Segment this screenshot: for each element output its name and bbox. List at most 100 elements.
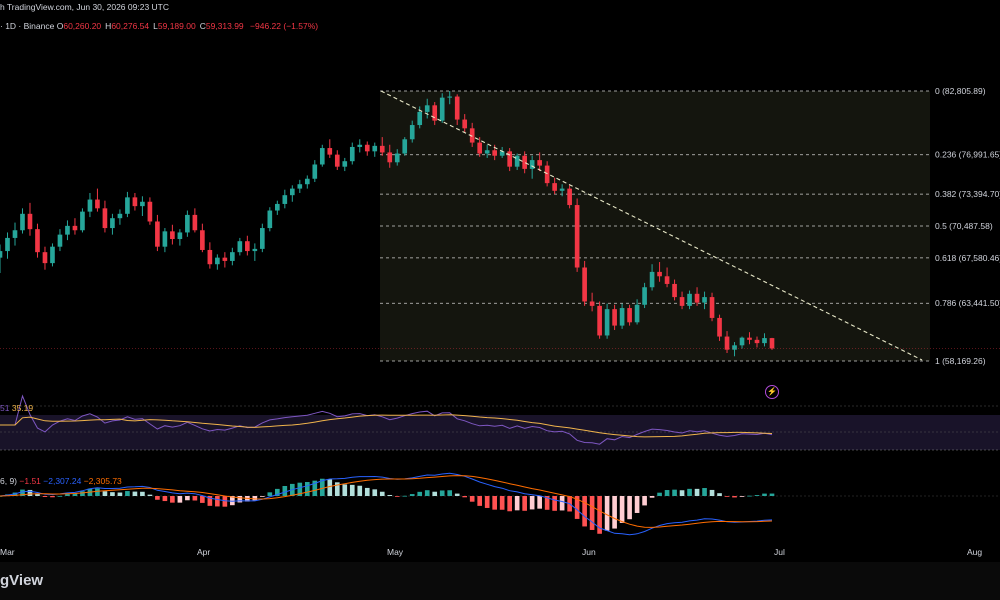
candle-body xyxy=(499,151,505,156)
candle-body xyxy=(702,297,707,303)
macd-histogram-bar xyxy=(604,496,610,531)
macd-histogram-bar xyxy=(484,496,490,508)
candle-body xyxy=(177,232,183,240)
macd-histogram-bar xyxy=(207,496,213,506)
candle-body xyxy=(462,119,468,129)
macd-histogram-bar xyxy=(80,491,85,496)
macd-histogram-bar xyxy=(432,491,438,496)
macd-histogram-bar xyxy=(507,496,512,512)
macd-histogram-bar xyxy=(200,496,205,503)
candle-body xyxy=(514,155,520,167)
x-axis: Mar Apr May Jun Jul Aug xyxy=(0,547,982,557)
macd-histogram-bar xyxy=(177,496,183,503)
candle-body xyxy=(417,111,423,126)
macd-histogram-bar xyxy=(619,496,625,523)
flash-icon[interactable]: ⚡ xyxy=(765,385,779,399)
candle-body xyxy=(357,144,363,147)
macd-histogram-bar xyxy=(349,484,355,496)
macd-histogram-bar xyxy=(170,496,175,503)
macd-histogram-bar xyxy=(282,485,288,496)
candle-body xyxy=(537,160,542,166)
rsi-legend: 51 35.19 xyxy=(0,403,33,413)
fibonacci-retracement[interactable]: 0 (82,805.89) 0.236 (76,991.65) 0.382 (73,… xyxy=(380,86,1000,366)
candle-body xyxy=(162,231,168,247)
macd-histogram-bar xyxy=(739,496,745,497)
macd-histogram-bar xyxy=(679,490,685,496)
candle-body xyxy=(529,160,535,169)
candle-body xyxy=(27,213,33,230)
candle-body xyxy=(50,246,55,264)
candle-body xyxy=(237,241,243,253)
candle-body xyxy=(267,210,273,229)
symbol-text: · 1D · Binance xyxy=(0,21,55,31)
ohlc-value-o: 60,260.20 xyxy=(63,21,102,31)
macd-histogram-bar xyxy=(477,496,483,506)
chart-header-info: h TradingView.com, Jun 30, 2026 09:23 UT… xyxy=(0,0,169,14)
candle-body xyxy=(754,339,760,344)
macd-histogram-bar xyxy=(372,489,378,496)
macd-histogram-bar xyxy=(342,484,348,496)
macd-histogram-bar xyxy=(499,496,505,510)
candle-body xyxy=(642,287,647,305)
candle-body xyxy=(574,205,580,268)
fib-level-label: 0.236 (76,991.65) xyxy=(935,150,1000,160)
macd-histogram-bar xyxy=(747,495,752,497)
ohlc-label-l: L xyxy=(153,21,158,31)
macd-histogram-bar xyxy=(312,480,318,496)
candle-body xyxy=(657,271,662,277)
macd-histogram-bar xyxy=(319,478,325,496)
macd-line xyxy=(0,472,773,536)
macd-histogram-bar xyxy=(215,496,220,507)
x-axis-label-aug: Aug xyxy=(967,547,982,557)
macd-histogram-bar xyxy=(687,488,692,496)
candle-body xyxy=(724,336,730,350)
candle-body xyxy=(402,139,408,154)
rsi-pane xyxy=(0,394,1000,451)
macd-histogram-bar xyxy=(267,492,273,496)
candle-body xyxy=(155,221,160,247)
ohlc-label-o: O xyxy=(56,21,64,31)
candle-body xyxy=(289,188,295,196)
ohlc-legend: · 1D · Binance O60,260.20 H60,276.54 L59,1… xyxy=(0,19,322,33)
candle-body xyxy=(117,213,123,219)
candle-body xyxy=(627,308,632,323)
macd-histogram-bar xyxy=(612,496,617,529)
macd-histogram-bar xyxy=(132,491,138,496)
macd-value: −2,307.24 xyxy=(43,476,82,486)
macd-histogram-bar xyxy=(657,492,662,496)
macd-histogram-bar xyxy=(589,496,595,530)
macd-histogram-bar xyxy=(50,496,55,498)
bottom-bar xyxy=(0,562,1000,600)
candle-body xyxy=(522,155,527,169)
macd-histogram-bar xyxy=(754,495,760,496)
candle-body xyxy=(312,164,318,179)
candle-body xyxy=(192,214,198,231)
macd-histogram-bar xyxy=(252,496,258,501)
trend-line[interactable] xyxy=(380,90,923,361)
candle-body xyxy=(35,229,40,253)
candle-body xyxy=(95,199,100,209)
macd-histogram-bar xyxy=(409,494,415,496)
candle-body xyxy=(57,234,63,247)
candle-body xyxy=(717,317,722,337)
macd-histogram-bar xyxy=(162,496,168,502)
macd-histogram-bar xyxy=(454,493,460,496)
macd-histogram-bar xyxy=(297,482,303,496)
candle-body xyxy=(327,148,333,155)
fib-level-label: 0 (82,805.89) xyxy=(935,86,986,96)
candle-body xyxy=(582,267,587,302)
macd-histogram-bar xyxy=(544,496,550,510)
candle-body xyxy=(87,199,93,212)
candle-body xyxy=(424,105,430,112)
macd-histogram-bar xyxy=(27,489,33,496)
macd-pane xyxy=(0,472,1000,536)
candle-body xyxy=(439,97,445,121)
rsi-value: 35.19 xyxy=(11,403,34,413)
macd-histogram-bar xyxy=(57,495,63,497)
candle-body xyxy=(102,208,108,229)
macd-histogram-bar xyxy=(634,496,640,513)
macd-histogram-bar xyxy=(582,496,587,527)
published-text: h TradingView.com, Jun 30, 2026 09:23 UT… xyxy=(0,2,169,12)
